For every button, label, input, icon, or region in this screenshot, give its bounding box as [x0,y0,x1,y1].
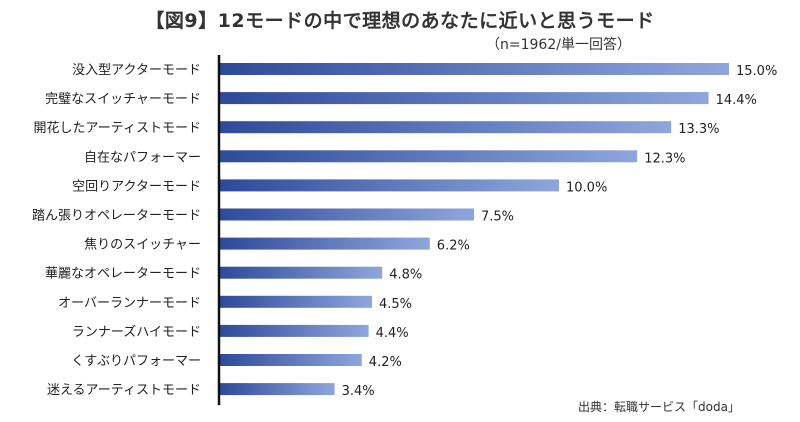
chart-subtitle: （n=1962/単一回答） [486,37,631,53]
category-label: ランナーズハイモード [72,324,201,340]
category-label: 踏ん張りオペレーターモード [32,209,201,224]
category-label: くすぶりパフォーマー [71,354,201,369]
bar [219,383,335,396]
bar [219,237,430,250]
bar [219,266,383,279]
bar [219,63,729,75]
value-label: 10.0% [566,180,607,195]
value-label: 4.5% [379,297,412,312]
category-label: 華麗なオペレーターモード [45,267,201,282]
value-label: 15.0% [736,64,777,79]
value-label: 12.3% [644,151,685,166]
category-label: オーバーランナーモード [58,296,201,311]
value-label: 7.5% [481,210,514,225]
value-label: 14.4% [716,93,757,108]
bar [219,208,474,221]
source-note: 出典：転職サービス「doda」 [578,400,740,414]
bar [219,179,559,192]
value-label: 4.2% [369,355,402,370]
category-label: 迷えるアーティストモード [47,383,201,398]
value-label: 13.3% [678,122,719,137]
value-label: 4.8% [389,268,422,283]
category-label: 空回りアクターモード [72,179,201,194]
value-label: 3.4% [342,384,375,399]
bar [219,354,362,366]
category-label: 開花したアーティストモード [34,120,201,136]
category-label: 自在なパフォーマー [84,150,201,165]
category-label: 完璧なスイッチャーモード [45,91,201,107]
bar [219,324,369,337]
bar [219,121,672,134]
category-label: 焦りのスイッチャー [84,238,201,253]
category-label: 没入型アクターモード [72,63,201,78]
bar [219,150,638,163]
value-label: 6.2% [437,239,470,254]
bar [219,295,372,308]
bar [219,92,709,105]
chart-title: 【図9】12モードの中で理想のあなたに近いと思うモード [145,10,655,32]
value-label: 4.4% [376,326,409,341]
